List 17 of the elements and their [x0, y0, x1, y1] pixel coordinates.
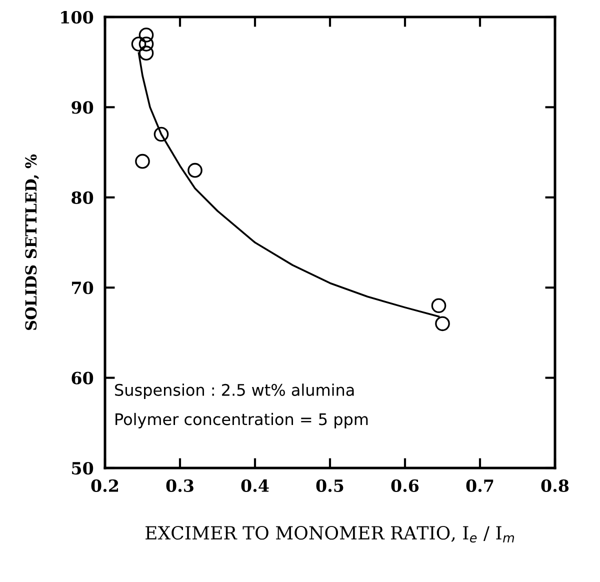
y-tick-label: 90	[72, 101, 94, 114]
y-tick-label: 60	[72, 372, 94, 384]
x-tick-label: 0.6	[391, 479, 419, 492]
x-tick-label: 0.3	[166, 479, 194, 492]
y-tick-label: 80	[72, 191, 94, 204]
x-tick-label: 0.4	[241, 479, 269, 492]
y-tick-label: 50	[72, 462, 94, 475]
x-tick-label: 0.7	[466, 479, 494, 492]
x-tick-label: 0.5	[316, 479, 344, 492]
x-tick-label: 0.8	[541, 479, 569, 492]
y-tick-label: 100	[61, 10, 94, 24]
annotation: Suspension : 2.5 wt% alumina	[115, 384, 354, 400]
x-axis-title: EXCIMER TO MONOMER RATIO, I$_{e}$ / I$_{m}$	[146, 526, 514, 543]
y-axis-title: SOLIDS SETTLED, %	[25, 154, 39, 330]
y-tick-label: 70	[72, 282, 94, 294]
annotation: Polymer concentration = 5 ppm	[116, 412, 368, 428]
x-tick-label: 0.2	[91, 479, 118, 492]
